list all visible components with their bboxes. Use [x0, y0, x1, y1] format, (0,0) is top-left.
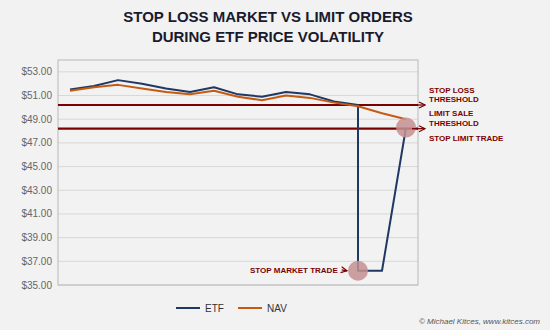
series-line — [70, 80, 406, 271]
plot-frame — [58, 60, 418, 285]
legend: ETF NAV — [176, 303, 287, 314]
legend-label: NAV — [267, 303, 287, 314]
chart: STOP LOSS MARKET VS LIMIT ORDERS DURING E… — [0, 0, 550, 330]
threshold-label-line: THRESHOLD — [429, 119, 479, 128]
grid-line — [58, 142, 418, 143]
threshold-label-line: THRESHOLD — [429, 95, 479, 104]
threshold-label: STOP LOSSTHRESHOLD — [429, 86, 479, 105]
trade-marker — [396, 118, 416, 138]
threshold-label-line: LIMIT SALE — [429, 109, 474, 118]
marker-label: STOP LIMIT TRADE — [429, 134, 504, 143]
annotations: STOP LOSSTHRESHOLDLIMIT SALETHRESHOLDSTO… — [250, 86, 504, 275]
threshold-line — [58, 128, 418, 130]
y-axis: $35.00 $37.00 $39.00 $41.00 $43.00 $45.00 $47.… — [21, 66, 418, 290]
grid-line — [58, 71, 418, 72]
threshold-arrow — [412, 128, 425, 129]
legend-swatch — [176, 307, 200, 309]
y-tick-label: $45.00 — [21, 161, 52, 172]
y-tick-label: $49.00 — [21, 114, 52, 125]
grid-line — [58, 119, 418, 120]
plot-area — [58, 80, 418, 281]
background — [0, 0, 550, 330]
threshold-line — [58, 104, 418, 106]
title: STOP LOSS MARKET VS LIMIT ORDERS — [123, 8, 412, 25]
grid-line — [58, 190, 418, 191]
watermark: © Michael Kitces, www.kitces.com — [419, 317, 540, 326]
y-tick-label: $39.00 — [21, 232, 52, 243]
y-tick-label: $37.00 — [21, 256, 52, 267]
threshold-label: LIMIT SALETHRESHOLD — [429, 109, 479, 128]
series-line — [70, 85, 406, 119]
grid-line — [58, 237, 418, 238]
grid-line — [58, 166, 418, 167]
threshold-label-line: STOP LOSS — [429, 86, 475, 95]
marker-arrow — [342, 270, 347, 271]
grid-line — [58, 261, 418, 262]
threshold-arrow — [412, 104, 425, 105]
subtitle: DURING ETF PRICE VOLATILITY — [152, 28, 384, 45]
legend-label: ETF — [205, 303, 224, 314]
legend-swatch — [238, 307, 262, 309]
grid-line — [58, 213, 418, 214]
y-tick-label: $41.00 — [21, 208, 52, 219]
y-tick-label: $43.00 — [21, 185, 52, 196]
y-tick-label: $35.00 — [21, 280, 52, 291]
marker-label: STOP MARKET TRADE — [250, 266, 338, 275]
trade-marker — [348, 261, 368, 281]
y-tick-label: $51.00 — [21, 90, 52, 101]
y-tick-label: $47.00 — [21, 137, 52, 148]
y-tick-label: $53.00 — [21, 66, 52, 77]
